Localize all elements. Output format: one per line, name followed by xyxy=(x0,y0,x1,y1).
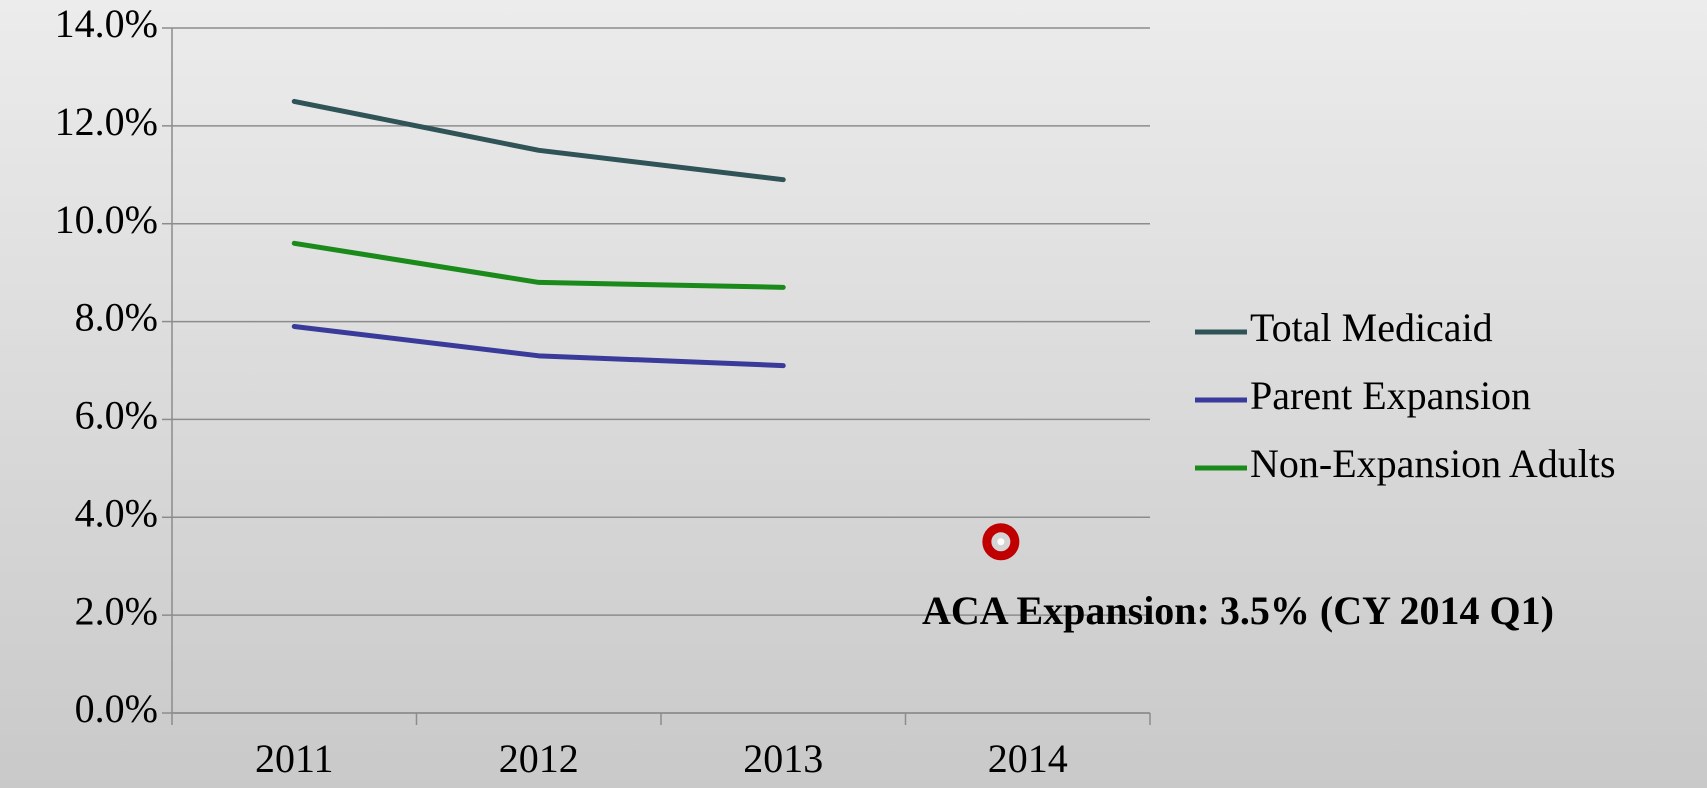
annotation: ACA Expansion: 3.5% (CY 2014 Q1) xyxy=(922,588,1554,633)
legend-label: Total Medicaid xyxy=(1250,305,1493,350)
y-tick-label: 8.0% xyxy=(75,295,158,340)
y-tick-label: 10.0% xyxy=(55,197,158,242)
highlight-center xyxy=(997,538,1005,546)
y-tick-label: 6.0% xyxy=(75,393,158,438)
y-tick-label: 4.0% xyxy=(75,490,158,535)
x-tick-label: 2011 xyxy=(255,736,334,781)
x-tick-label: 2012 xyxy=(499,736,579,781)
x-tick-label: 2014 xyxy=(988,736,1068,781)
legend-label: Parent Expansion xyxy=(1250,373,1531,418)
series-line xyxy=(291,240,786,290)
series-line xyxy=(291,323,786,369)
x-tick-label: 2013 xyxy=(743,736,823,781)
legend-label: Non-Expansion Adults xyxy=(1250,441,1616,486)
y-tick-label: 14.0% xyxy=(55,1,158,46)
series-line xyxy=(291,98,786,183)
y-tick-label: 2.0% xyxy=(75,588,158,633)
y-tick-label: 0.0% xyxy=(75,686,158,731)
highlight-point xyxy=(982,523,1020,561)
y-tick-label: 12.0% xyxy=(55,99,158,144)
